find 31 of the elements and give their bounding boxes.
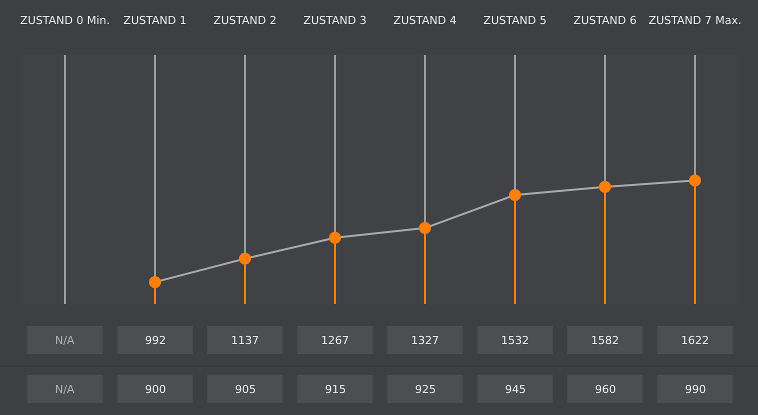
x-tick-label: ZUSTAND 1 [123,14,187,27]
point [599,180,611,193]
point [419,222,431,234]
text: 900 [145,383,166,396]
text: 960 [595,383,616,396]
x-tick-label: ZUSTAND 6 [573,14,637,27]
x-tick-label: ZUSTAND 4 [393,14,457,27]
text: 915 [325,383,346,396]
data-label: 1582 [591,334,619,347]
x-tick-label: ZUSTAND 3 [303,14,367,27]
x-tick-label: ZUSTAND 7 Max. [648,14,742,27]
data-label: 992 [145,334,166,347]
x-tick-label: ZUSTAND 2 [213,14,277,27]
data-label: 1137 [231,334,259,347]
point [149,276,161,288]
text: N/A [55,334,74,347]
data-label: 1327 [411,334,439,347]
point [329,232,341,244]
x-tick-label: ZUSTAND 0 Min. [20,14,110,27]
text: 990 [685,383,706,396]
text: 905 [235,383,256,396]
x-tick-label: ZUSTAND 5 [483,14,547,27]
point [239,252,251,265]
text: 945 [505,383,526,396]
point [509,188,521,201]
text: 925 [415,383,436,396]
data-label: 1532 [501,334,529,347]
point [689,174,701,186]
data-label: 1622 [681,334,709,347]
data-label: 1267 [321,334,349,347]
text: N/A [55,383,75,396]
